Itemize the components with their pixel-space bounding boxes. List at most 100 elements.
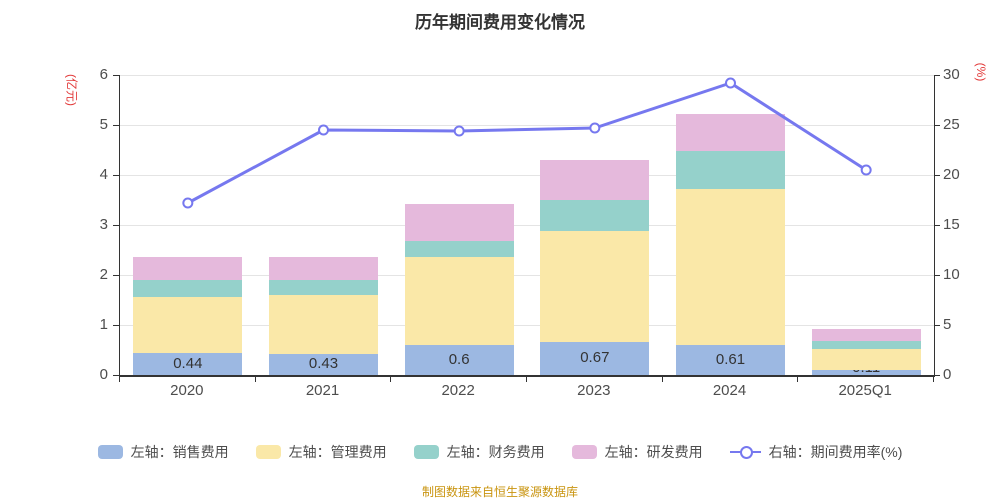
legend-label: 左轴：财务费用 xyxy=(446,444,545,460)
right-axis-tick-mark xyxy=(934,375,940,376)
x-axis-tick-mark xyxy=(526,376,527,382)
legend-item[interactable]: 左轴：财务费用 xyxy=(413,442,545,462)
rate-line-point[interactable] xyxy=(318,124,329,136)
bar-segment[interactable] xyxy=(269,294,378,354)
left-axis-tick-label: 5 xyxy=(99,116,108,133)
right-axis-tick-label: 25 xyxy=(943,116,960,133)
right-axis-tick-label: 30 xyxy=(943,66,960,83)
right-axis-tick-mark xyxy=(934,225,940,226)
horizontal-gridline xyxy=(120,275,934,276)
legend-swatch xyxy=(413,445,439,459)
bar-segment[interactable] xyxy=(133,280,243,297)
bar-segment[interactable] xyxy=(676,344,785,375)
bar-segment[interactable] xyxy=(404,204,514,241)
x-axis-tick-mark xyxy=(119,376,120,382)
legend-swatch xyxy=(571,445,597,459)
rate-line-point[interactable] xyxy=(453,125,465,137)
legend-item[interactable]: 左轴：销售费用 xyxy=(97,442,229,462)
bar-segment[interactable] xyxy=(676,113,785,151)
x-axis-tick-label: 2023 xyxy=(577,382,611,399)
x-axis-tick-label: 2021 xyxy=(305,382,340,399)
left-axis-tick-mark xyxy=(113,225,119,226)
right-axis-tick-mark xyxy=(934,175,940,176)
bar-segment[interactable] xyxy=(676,189,785,345)
rate-line-point[interactable] xyxy=(589,122,601,134)
data-source-note: 制图数据来自恒生聚源数据库 xyxy=(421,485,578,499)
x-axis-tick-mark xyxy=(933,376,934,382)
legend-swatch xyxy=(255,445,281,459)
left-axis-tick-label: 3 xyxy=(99,216,108,233)
left-axis-tick-mark xyxy=(113,125,119,126)
bar-segment[interactable] xyxy=(811,328,921,341)
bar-segment[interactable] xyxy=(811,340,921,349)
x-axis-tick-mark xyxy=(390,376,392,382)
legend-circle-icon xyxy=(739,446,753,459)
plot-area: 0.440.430.60.670.610.11 xyxy=(119,75,935,377)
bar-segment[interactable] xyxy=(404,256,514,345)
legend-label: 左轴：研发费用 xyxy=(604,444,703,460)
bar-segment[interactable] xyxy=(269,256,378,280)
bar-segment[interactable] xyxy=(676,151,785,189)
bar-segment[interactable] xyxy=(811,369,921,375)
left-axis-tick-label: 6 xyxy=(99,66,108,83)
right-axis-tick-label: 15 xyxy=(943,216,960,233)
x-axis-tick-mark xyxy=(661,376,663,382)
bar-segment[interactable] xyxy=(540,231,650,342)
right-axis-tick-mark xyxy=(934,325,940,326)
right-axis-tick-label: 5 xyxy=(943,316,952,333)
right-axis-tick-label: 20 xyxy=(943,166,960,183)
bar-segment[interactable] xyxy=(269,280,378,295)
bar-segment[interactable] xyxy=(133,297,243,353)
rate-line-point[interactable] xyxy=(860,164,872,176)
legend-item[interactable]: 右轴：期间费用率(%) xyxy=(729,442,903,462)
legend-label: 左轴：销售费用 xyxy=(130,444,229,460)
bar-segment[interactable] xyxy=(404,345,514,375)
bar-segment[interactable] xyxy=(811,348,921,370)
right-axis-tick-label: 0 xyxy=(943,366,952,383)
left-axis-tick-mark xyxy=(113,325,119,326)
legend-line-marker xyxy=(729,445,761,459)
bar-value-label: 0.67 xyxy=(580,349,610,367)
left-axis-tick-mark xyxy=(113,375,119,376)
rate-line-point[interactable] xyxy=(725,77,736,89)
bar-segment[interactable] xyxy=(540,160,650,200)
x-axis-tick-label: 2025Q1 xyxy=(838,382,892,399)
left-axis-tick-mark xyxy=(113,275,119,276)
bar-value-label: 0.44 xyxy=(173,355,203,372)
right-axis-tick-mark xyxy=(934,275,940,276)
chart-legend: 左轴：销售费用 左轴：管理费用 左轴：财务费用 左轴：研发费用 右轴：期间费用率(%) xyxy=(0,442,1000,462)
rate-line-point[interactable] xyxy=(182,197,194,209)
right-axis-tick-mark xyxy=(934,125,940,126)
bar-segment[interactable] xyxy=(404,240,514,257)
right-axis-tick-label: 10 xyxy=(943,266,960,283)
chart-title: 历年期间费用变化情况 xyxy=(415,13,585,32)
legend-item[interactable]: 左轴：研发费用 xyxy=(571,442,703,462)
right-axis-tick-mark xyxy=(934,75,940,76)
horizontal-gridline xyxy=(120,175,934,176)
rate-line-chart xyxy=(182,77,872,209)
bar-segment[interactable] xyxy=(133,353,243,375)
bar-value-label: 0.6 xyxy=(448,351,470,368)
x-axis-tick-mark xyxy=(797,376,799,382)
horizontal-gridline xyxy=(120,125,934,126)
horizontal-gridline xyxy=(120,325,934,326)
legend-label: 左轴：管理费用 xyxy=(288,444,387,460)
x-axis-tick-label: 2024 xyxy=(712,382,747,399)
legend-item[interactable]: 左轴：管理费用 xyxy=(255,442,387,462)
bar-segment[interactable] xyxy=(540,341,650,375)
left-axis-tick-label: 4 xyxy=(99,166,108,183)
horizontal-gridline xyxy=(120,75,934,76)
left-axis-tick-mark xyxy=(113,75,119,76)
bar-segment[interactable] xyxy=(133,257,243,280)
legend-swatch xyxy=(97,445,123,459)
left-axis-tick-label: 1 xyxy=(99,316,108,333)
x-axis-tick-label: 2022 xyxy=(441,382,475,399)
bar-segment[interactable] xyxy=(269,353,378,375)
legend-label: 右轴：期间费用率(%) xyxy=(768,444,903,460)
left-axis-tick-label: 2 xyxy=(99,266,108,283)
left-axis-tick-label: 0 xyxy=(99,366,108,383)
horizontal-gridline xyxy=(120,225,934,226)
bar-segment[interactable] xyxy=(540,200,650,231)
x-axis-tick-label: 2020 xyxy=(170,382,204,399)
